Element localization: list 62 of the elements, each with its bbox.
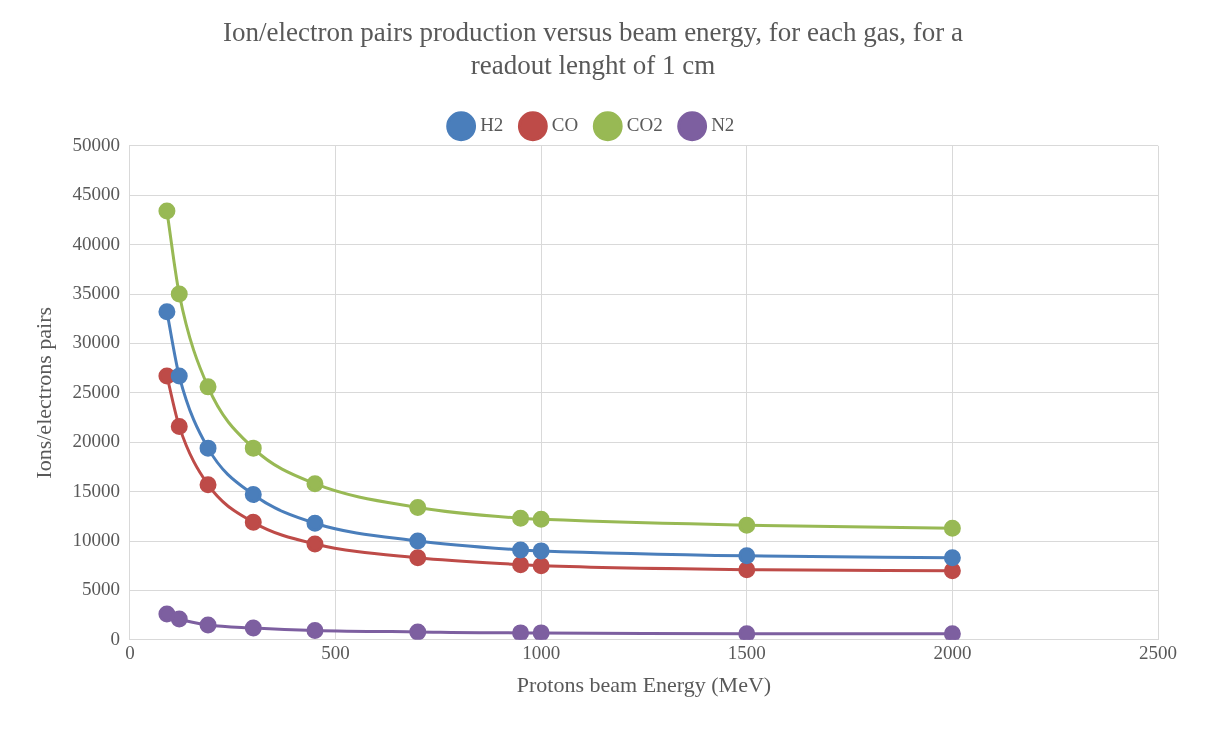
point — [199, 378, 217, 396]
point — [170, 417, 188, 435]
point — [158, 605, 176, 623]
point — [244, 619, 262, 637]
legend-label: N2 — [711, 114, 735, 136]
point — [306, 535, 324, 553]
point — [532, 557, 550, 575]
y-tick-label: 0 — [110, 627, 120, 649]
point — [158, 303, 176, 321]
legend-label: H2 — [480, 114, 504, 136]
point — [532, 624, 550, 640]
point — [512, 556, 530, 574]
y-tick-label: 15000 — [72, 479, 120, 501]
x-tick-label: 0 — [125, 642, 135, 664]
x-tick-label: 2500 — [1139, 642, 1177, 664]
point — [943, 625, 961, 640]
x-tick-label: 1500 — [727, 642, 766, 664]
point — [532, 542, 550, 560]
y-tick-label: 40000 — [72, 232, 120, 254]
point — [170, 367, 188, 385]
x-tick-label: 500 — [321, 642, 350, 664]
point — [244, 439, 262, 457]
point — [409, 623, 427, 640]
point — [409, 549, 427, 567]
chart-title: Ion/electron pairs production versus beam energy, for each gas, for a readout lenght of 1 cm — [223, 17, 963, 80]
point — [306, 621, 324, 639]
point — [306, 475, 324, 493]
y-axis-title: Ions/electrons pairs — [30, 306, 56, 479]
point — [158, 202, 176, 220]
point — [738, 547, 756, 565]
point — [738, 561, 756, 579]
point — [306, 514, 324, 532]
x-tick-label: 2000 — [933, 642, 972, 664]
y-tick-label: 50000 — [72, 133, 120, 155]
y-tick-label: 30000 — [72, 331, 120, 353]
y-tick-label: 25000 — [72, 380, 120, 402]
x-axis-title: Protons beam Energy (MeV) — [516, 671, 772, 697]
point — [512, 624, 530, 640]
point — [738, 625, 756, 640]
point — [943, 549, 961, 567]
point — [532, 510, 550, 528]
point — [409, 532, 427, 550]
point — [512, 509, 530, 527]
y-tick-label: 10000 — [72, 528, 120, 550]
point — [738, 516, 756, 534]
point — [943, 519, 961, 537]
point — [199, 476, 217, 494]
point — [512, 541, 530, 559]
point — [170, 285, 188, 303]
point — [199, 616, 217, 634]
point — [170, 610, 188, 628]
point — [244, 513, 262, 531]
point — [244, 486, 262, 504]
point — [409, 498, 427, 516]
legend-label: CO2 — [626, 114, 663, 136]
legend-label: CO — [551, 114, 579, 136]
point — [199, 439, 217, 457]
y-tick-label: 5000 — [81, 578, 120, 600]
y-tick-label: 35000 — [72, 281, 120, 303]
y-tick-label: 20000 — [72, 430, 120, 452]
y-tick-label: 45000 — [72, 183, 120, 205]
x-tick-label: 1000 — [522, 642, 561, 664]
